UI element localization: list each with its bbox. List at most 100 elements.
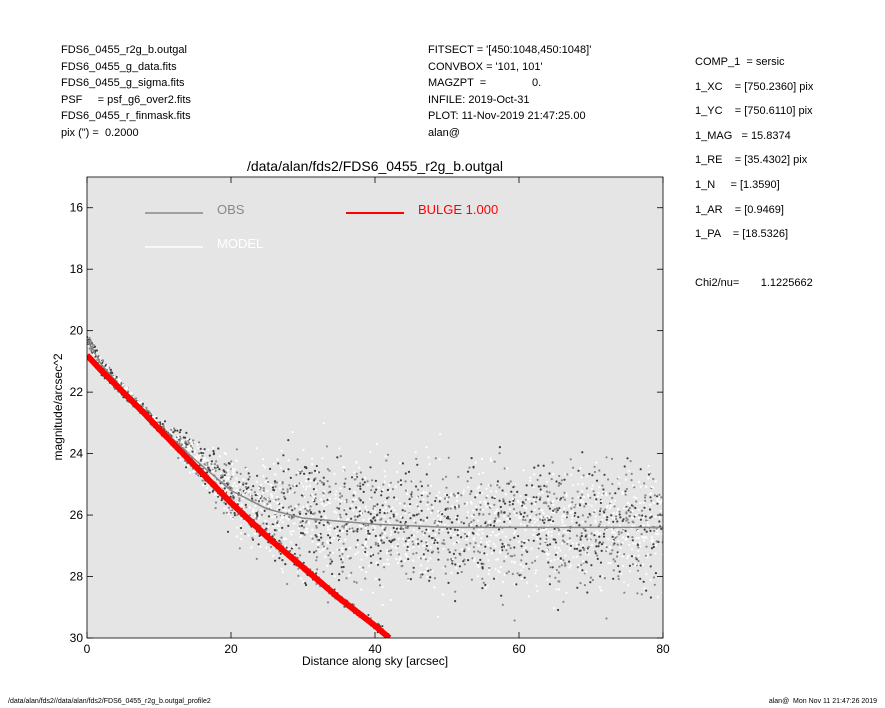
data-point — [557, 608, 560, 612]
data-point — [525, 484, 528, 487]
data-point — [338, 548, 341, 552]
data-point — [431, 550, 435, 553]
data-point — [569, 546, 572, 549]
data-point — [604, 508, 607, 511]
data-point — [267, 515, 271, 518]
data-point — [569, 503, 572, 506]
data-point — [598, 541, 602, 544]
data-point — [553, 546, 557, 549]
data-point — [223, 501, 226, 504]
data-point — [501, 489, 504, 492]
data-point — [404, 489, 408, 492]
data-point — [415, 513, 418, 516]
data-point — [454, 556, 457, 559]
data-point — [414, 485, 418, 488]
data-point — [199, 447, 202, 450]
data-point — [247, 534, 250, 537]
data-point — [311, 462, 314, 466]
data-point — [302, 561, 305, 564]
data-point — [624, 538, 627, 541]
data-point — [417, 488, 420, 491]
data-point — [518, 574, 521, 577]
data-point — [552, 607, 556, 610]
data-point — [634, 556, 638, 560]
header-line: FDS6_0455_r_finmask.fits — [61, 110, 191, 122]
data-point — [526, 514, 529, 518]
data-point — [608, 546, 612, 549]
data-point — [528, 567, 531, 570]
data-point — [312, 499, 315, 502]
data-point — [605, 528, 608, 532]
data-point — [578, 569, 582, 572]
data-point — [404, 480, 407, 483]
data-point — [141, 402, 144, 405]
data-point — [612, 558, 615, 561]
data-point — [560, 559, 563, 563]
data-point — [322, 491, 325, 494]
data-point — [328, 502, 332, 505]
data-point — [336, 506, 339, 509]
data-point — [594, 538, 598, 542]
data-point — [350, 529, 353, 532]
data-point — [463, 548, 466, 551]
data-point — [232, 470, 235, 473]
data-point — [542, 529, 546, 532]
data-point — [519, 522, 522, 526]
data-point — [555, 588, 558, 591]
data-point — [354, 546, 358, 549]
data-point — [310, 471, 313, 474]
data-point — [298, 510, 301, 513]
data-point — [348, 523, 351, 526]
data-point — [480, 483, 483, 486]
data-point — [583, 548, 586, 551]
data-point — [322, 545, 326, 548]
data-point — [545, 490, 549, 493]
data-point — [520, 516, 523, 519]
data-point — [537, 524, 540, 527]
footer-timestamp: alan@ Mon Nov 11 21:47:26 2019 — [768, 698, 877, 705]
data-point — [454, 590, 457, 593]
data-point — [279, 518, 282, 522]
data-point — [582, 474, 585, 477]
data-point — [211, 470, 214, 473]
data-point — [416, 505, 419, 508]
data-point — [364, 524, 367, 527]
data-point — [412, 545, 415, 549]
data-point — [235, 459, 238, 462]
data-point — [645, 485, 648, 488]
data-point — [458, 565, 461, 568]
data-point — [579, 582, 582, 585]
data-point — [578, 524, 581, 527]
data-point — [507, 570, 510, 573]
y-tick-label: 24 — [70, 447, 84, 461]
data-point — [445, 497, 448, 500]
data-point — [345, 523, 348, 526]
data-point — [566, 542, 569, 546]
data-point — [633, 554, 636, 557]
data-point — [600, 549, 603, 553]
data-point — [650, 536, 654, 539]
data-point — [225, 478, 228, 481]
data-point — [369, 519, 372, 522]
data-point — [491, 496, 494, 499]
data-point — [350, 504, 353, 507]
data-point — [307, 521, 311, 524]
data-point — [446, 558, 449, 561]
data-point — [562, 496, 565, 499]
data-point — [379, 534, 382, 537]
data-point — [550, 516, 553, 519]
data-point — [576, 566, 579, 569]
data-point — [558, 565, 561, 568]
data-point — [612, 511, 615, 515]
data-point — [420, 492, 423, 495]
data-point — [321, 502, 324, 505]
data-point — [403, 559, 406, 562]
data-point — [202, 451, 205, 454]
data-point — [236, 489, 239, 492]
data-point — [201, 479, 204, 482]
data-point — [574, 511, 577, 515]
data-point — [296, 458, 299, 461]
data-point — [539, 488, 542, 491]
data-point — [355, 581, 358, 584]
data-point — [547, 561, 550, 564]
